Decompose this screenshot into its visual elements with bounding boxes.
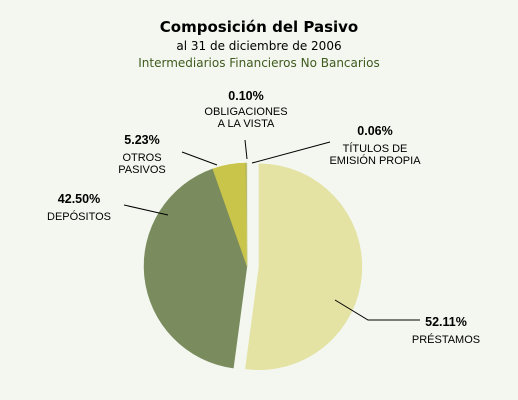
category-label-otros-pasivos: OTROS PASIVOS bbox=[118, 152, 165, 176]
category-label-obligaciones-a-la-vista: OBLIGACIONES A LA VISTA bbox=[204, 106, 287, 130]
category-label-titulos-emision-propia: TÍTULOS DE EMISIÓN PROPIA bbox=[329, 142, 421, 167]
data-label-prestamos: 52.11% bbox=[425, 315, 467, 329]
chart-subtitle: al 31 de diciembre de 2006 bbox=[176, 39, 342, 53]
chart-subtitle-secondary: Intermediarios Financieros No Bancarios bbox=[138, 56, 380, 70]
leader-line-prestamos bbox=[334, 299, 420, 321]
data-label-obligaciones-a-la-vista: 0.10% bbox=[228, 89, 263, 103]
leader-line-obligaciones-a-la-vista bbox=[244, 139, 248, 160]
chart-title: Composición del Pasivo bbox=[159, 18, 359, 36]
leader-line-depositos bbox=[123, 204, 169, 216]
data-label-otros-pasivos: 5.23% bbox=[124, 133, 159, 147]
leader-line-otros-pasivos bbox=[181, 151, 218, 166]
pie-slice-depositos bbox=[143, 168, 248, 369]
leader-line-titulos-emision-propia bbox=[251, 141, 331, 164]
pie-slice-prestamos bbox=[245, 163, 363, 370]
category-label-depositos: DEPÓSITOS bbox=[47, 210, 111, 223]
data-label-titulos-emision-propia: 0.06% bbox=[357, 124, 392, 138]
data-label-depositos: 42.50% bbox=[58, 192, 100, 206]
category-label-prestamos: PRÉSTAMOS bbox=[412, 333, 480, 346]
